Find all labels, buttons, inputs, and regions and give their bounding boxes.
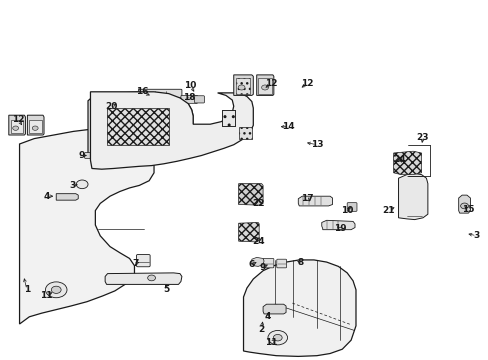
Circle shape (460, 203, 468, 209)
Polygon shape (238, 127, 251, 139)
Polygon shape (27, 115, 44, 135)
Polygon shape (56, 194, 78, 200)
Polygon shape (88, 92, 193, 158)
Text: 1: 1 (24, 285, 30, 294)
Text: 12: 12 (12, 115, 25, 124)
Text: 21: 21 (382, 206, 394, 215)
Text: 19: 19 (333, 224, 346, 233)
Text: 15: 15 (461, 205, 474, 214)
Text: 12: 12 (264, 79, 277, 88)
Bar (105, 108, 166, 146)
FancyBboxPatch shape (263, 258, 273, 268)
Polygon shape (106, 108, 168, 145)
Bar (11, 120, 23, 133)
Polygon shape (263, 304, 285, 314)
FancyBboxPatch shape (276, 259, 286, 268)
Text: 9: 9 (259, 263, 266, 271)
Text: 18: 18 (183, 94, 196, 102)
Polygon shape (9, 115, 25, 135)
FancyBboxPatch shape (136, 255, 150, 267)
Text: 11: 11 (40, 292, 53, 300)
FancyBboxPatch shape (346, 203, 356, 211)
Polygon shape (222, 110, 234, 126)
Text: 23: 23 (416, 133, 428, 142)
Polygon shape (321, 220, 354, 230)
Text: 12: 12 (300, 79, 313, 88)
Polygon shape (398, 174, 427, 220)
Text: 9: 9 (79, 151, 85, 160)
Text: 10: 10 (340, 206, 353, 215)
FancyBboxPatch shape (138, 89, 182, 98)
Text: 24: 24 (393, 154, 406, 163)
FancyBboxPatch shape (181, 95, 197, 103)
Circle shape (273, 334, 282, 341)
Polygon shape (105, 273, 182, 284)
Text: 3: 3 (473, 231, 479, 240)
Circle shape (32, 126, 38, 130)
Bar (235, 78, 250, 94)
Text: 7: 7 (132, 259, 139, 268)
FancyBboxPatch shape (194, 96, 204, 103)
Circle shape (76, 180, 88, 189)
Polygon shape (238, 222, 259, 242)
Polygon shape (243, 260, 355, 356)
Circle shape (147, 275, 155, 281)
Polygon shape (458, 195, 469, 213)
FancyBboxPatch shape (84, 153, 93, 158)
FancyBboxPatch shape (110, 101, 126, 109)
Polygon shape (393, 151, 421, 175)
Polygon shape (233, 75, 253, 95)
Polygon shape (298, 196, 332, 206)
Text: 4: 4 (43, 192, 50, 201)
Text: 14: 14 (282, 122, 294, 131)
Circle shape (45, 282, 67, 298)
Text: 4: 4 (264, 312, 271, 321)
Text: 3: 3 (69, 181, 75, 190)
Circle shape (238, 85, 244, 90)
Text: 5: 5 (163, 285, 169, 294)
Text: 16: 16 (135, 87, 148, 96)
Bar (258, 78, 271, 94)
Circle shape (13, 126, 19, 130)
Text: 22: 22 (251, 199, 264, 208)
Text: 8: 8 (297, 258, 303, 267)
Text: 2: 2 (258, 325, 264, 334)
Polygon shape (20, 130, 154, 324)
Circle shape (261, 85, 268, 90)
Text: 11: 11 (264, 338, 277, 347)
Text: 17: 17 (300, 194, 313, 203)
Text: 10: 10 (184, 81, 197, 90)
Text: 6: 6 (248, 260, 254, 269)
Circle shape (51, 286, 61, 293)
Text: 24: 24 (251, 238, 264, 246)
Circle shape (267, 330, 287, 345)
Polygon shape (238, 184, 263, 205)
Polygon shape (90, 92, 253, 169)
Bar (29, 120, 42, 133)
Text: 20: 20 (105, 102, 118, 111)
Polygon shape (256, 75, 273, 95)
Text: 13: 13 (310, 140, 323, 149)
Polygon shape (251, 257, 264, 266)
